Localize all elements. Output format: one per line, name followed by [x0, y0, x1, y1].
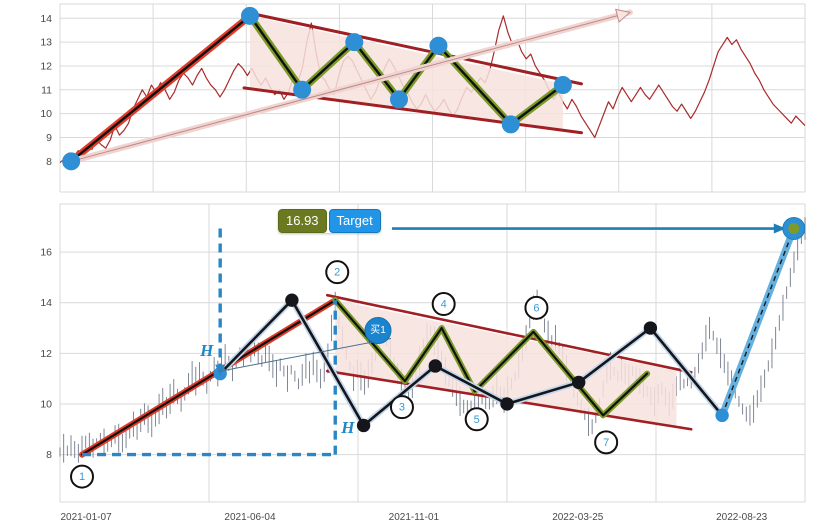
- wave-number-circle[interactable]: [431, 292, 456, 317]
- y-axis-tick-label: 14: [40, 13, 52, 25]
- pivot-marker[interactable]: [553, 76, 572, 95]
- y-axis-tick-label: 12: [40, 60, 52, 72]
- y-axis-tick-label: 13: [40, 37, 52, 49]
- target-endpoint-inner: [788, 223, 800, 235]
- wedge-upper-trendline: [242, 10, 583, 86]
- x-axis-tick-label: 2021-11-01: [389, 512, 440, 520]
- x-axis-tick-label: 2022-08-23: [716, 512, 768, 520]
- target-label-badge: Target: [328, 209, 381, 233]
- height-label-right: H: [199, 341, 214, 360]
- y-axis-tick-label: 11: [41, 84, 52, 96]
- wave-number-circle[interactable]: [325, 260, 350, 285]
- wedge-shaded-region: [335, 300, 677, 428]
- wave-number-label: 6: [533, 302, 539, 314]
- impulse-leg-core: [80, 299, 337, 456]
- impulse-leg-core: [69, 14, 252, 163]
- zigzag-point-marker[interactable]: [285, 293, 299, 307]
- pivot-marker[interactable]: [345, 33, 364, 52]
- wedge-upper-trendline: [325, 293, 693, 374]
- pivot-marker[interactable]: [240, 6, 259, 25]
- target-arrow-head: [773, 223, 786, 234]
- x-axis-tick-label: 2021-06-04: [224, 512, 276, 520]
- black-zigzag-core: [218, 298, 724, 427]
- buy-signal-leader-line: [218, 338, 392, 373]
- wave-number-label: 4: [441, 299, 447, 311]
- top-chart-svg: 8 9 10 11 12 13 14: [40, 3, 806, 193]
- y-axis-tick-label: 12: [40, 348, 52, 360]
- projection-arrow-outline: [71, 11, 631, 162]
- wave-number-circle[interactable]: [524, 295, 549, 320]
- top-chart-panel: 8 9 10 11 12 13 14: [0, 0, 813, 196]
- x-axis-tick-label: 2021-01-07: [60, 512, 112, 520]
- wave-number-circle[interactable]: [464, 407, 489, 432]
- pivot-marker[interactable]: [389, 90, 408, 109]
- zigzag-point-marker[interactable]: [715, 408, 729, 423]
- wave-number-label: 7: [603, 437, 609, 449]
- target-badge[interactable]: 16.93 Target: [278, 209, 381, 233]
- buy-signal-label: 买1: [370, 324, 386, 336]
- pivot-marker[interactable]: [501, 115, 520, 134]
- height-arrow-head: [215, 364, 226, 376]
- projected-leg-dash: [721, 228, 795, 416]
- x-axis-tick-label: 2022-03-25: [552, 512, 604, 520]
- zigzag-point-marker[interactable]: [572, 375, 586, 390]
- height-label-left: H: [340, 418, 355, 437]
- y-axis-tick-label: 8: [46, 449, 52, 461]
- wave-number-label: 2: [334, 267, 340, 279]
- projection-arrow-head: [614, 8, 632, 23]
- y-axis-tick-label: 10: [40, 108, 52, 120]
- wave-number-circle[interactable]: [594, 430, 619, 455]
- target-value-badge: 16.93: [278, 209, 327, 233]
- wedge-zigzag-core: [334, 299, 649, 417]
- top-chart-root: 8 9 10 11 12 13 14: [40, 3, 806, 193]
- wave-number-label: 1: [79, 471, 85, 483]
- y-axis-tick-label: 8: [46, 156, 52, 168]
- y-axis-tick-label: 16: [40, 247, 52, 259]
- pivot-marker[interactable]: [429, 36, 448, 55]
- y-axis-tick-label: 14: [40, 297, 52, 309]
- y-axis-tick-label: 9: [46, 132, 52, 144]
- wave-number-circle[interactable]: [70, 464, 95, 489]
- pivot-marker[interactable]: [62, 152, 81, 171]
- wave-number-label: 5: [474, 414, 480, 426]
- buy-signal-bubble[interactable]: [364, 317, 392, 345]
- zigzag-point-marker[interactable]: [356, 418, 371, 433]
- y-axis-tick-label: 10: [40, 398, 52, 410]
- pivot-marker[interactable]: [293, 80, 312, 99]
- zigzag-point-marker[interactable]: [643, 321, 658, 335]
- bottom-chart-panel: 8 10 12 14 16 2021-01-07 2021-06-04 2021-11-01 2…: [0, 200, 813, 520]
- wave-number-circle[interactable]: [389, 395, 414, 420]
- zigzag-point-marker[interactable]: [500, 397, 514, 411]
- zigzag-point-marker[interactable]: [428, 359, 442, 373]
- wave-number-label: 3: [399, 402, 405, 414]
